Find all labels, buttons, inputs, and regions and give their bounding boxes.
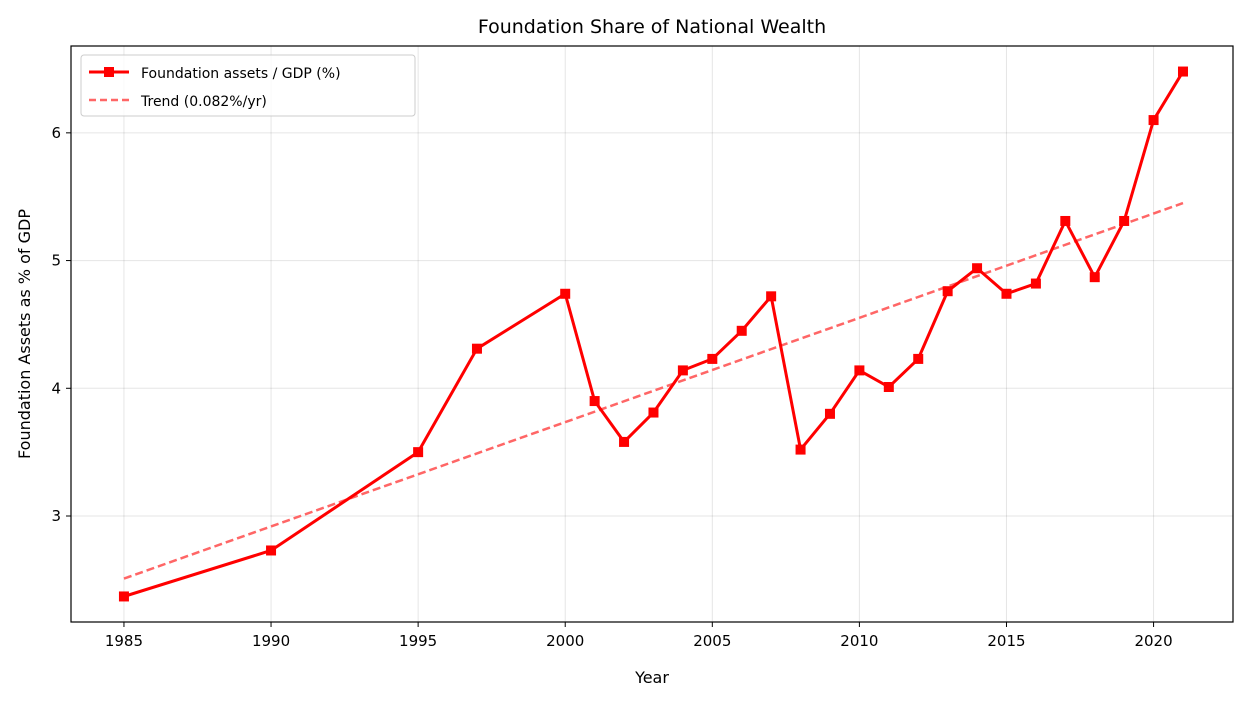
x-axis-label: Year	[634, 668, 669, 687]
y-axis-label: Foundation Assets as % of GDP	[15, 209, 34, 459]
data-point-marker	[1119, 215, 1130, 226]
trend-line	[123, 201, 1184, 580]
y-tick-label: 4	[51, 379, 61, 397]
data-point-marker	[1001, 288, 1012, 299]
data-point-marker	[1060, 215, 1071, 226]
data-point-marker	[824, 408, 835, 419]
x-tick-label: 1985	[105, 632, 143, 650]
data-point-marker	[1177, 66, 1188, 77]
data-point-marker	[1030, 278, 1041, 289]
y-tick-label: 6	[51, 124, 61, 142]
data-point-marker	[619, 436, 630, 447]
data-point-marker	[972, 263, 983, 274]
x-tick-label: 1990	[252, 632, 290, 650]
x-tick-label: 2005	[693, 632, 731, 650]
x-tick-label: 2015	[987, 632, 1025, 650]
x-tick-label: 2020	[1134, 632, 1172, 650]
data-point-marker	[589, 396, 600, 407]
data-point-marker	[648, 407, 659, 418]
data-point-marker	[471, 343, 482, 354]
data-point-marker	[707, 353, 718, 364]
data-point-marker	[795, 444, 806, 455]
data-point-marker	[677, 365, 688, 376]
data-point-marker	[118, 591, 129, 602]
x-tick-label: 2010	[840, 632, 878, 650]
legend-box	[80, 54, 416, 117]
data-point-marker	[560, 288, 571, 299]
x-tick-label: 1995	[399, 632, 437, 650]
legend-label-trend: Trend (0.082%/yr)	[140, 94, 267, 110]
data-point-marker	[413, 447, 424, 458]
data-point-marker	[766, 291, 777, 302]
data-point-marker	[266, 545, 277, 556]
data-point-marker	[736, 325, 747, 336]
data-point-marker	[854, 365, 865, 376]
legend: Foundation assets / GDP (%) Trend (0.082…	[80, 54, 416, 117]
legend-label-main: Foundation assets / GDP (%)	[141, 66, 341, 82]
data-point-marker	[883, 382, 894, 393]
data-point-marker	[942, 286, 953, 297]
data-point-marker	[1089, 272, 1100, 283]
y-tick-label: 3	[51, 507, 61, 525]
x-tick-label: 2000	[546, 632, 584, 650]
y-tick-label: 5	[51, 252, 61, 270]
legend-marker-main	[104, 67, 114, 77]
chart-title: Foundation Share of National Wealth	[478, 16, 826, 38]
series-line	[123, 70, 1185, 598]
data-point-marker	[913, 353, 924, 364]
data-point-marker	[1148, 115, 1159, 126]
plot-frame	[70, 45, 1234, 623]
